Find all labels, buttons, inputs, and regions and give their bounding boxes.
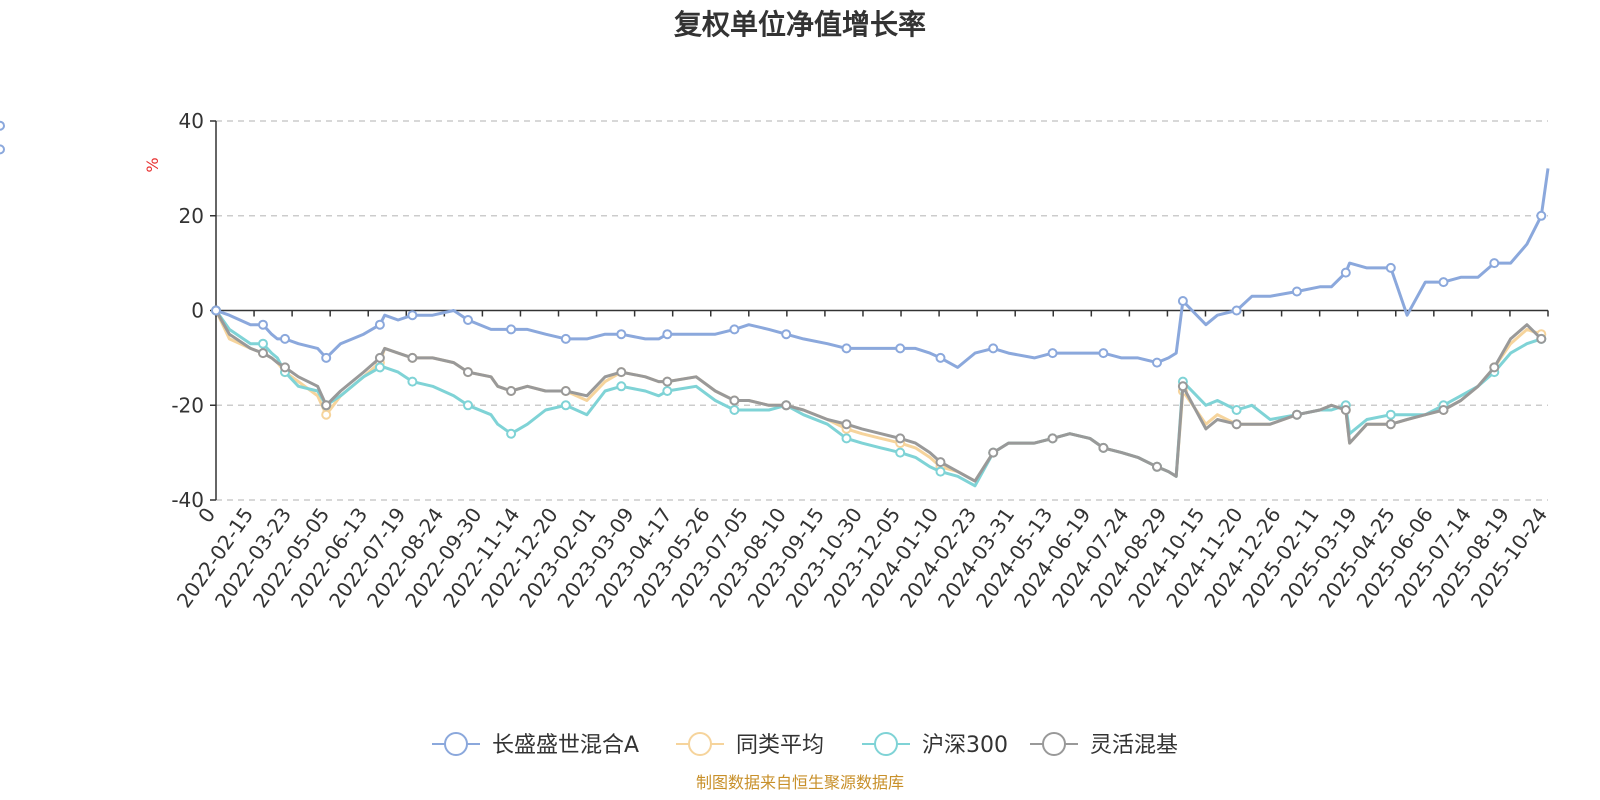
chart-title: 复权单位净值增长率 [674, 8, 926, 41]
legend-label: 同类平均 [736, 733, 824, 758]
y-tick-label: 40 [179, 109, 204, 133]
data-point [374, 352, 385, 363]
data-point [463, 400, 473, 411]
legend-marker [688, 732, 712, 756]
data-point [1098, 348, 1109, 359]
data-point [1098, 442, 1109, 453]
data-point [616, 329, 627, 340]
data-point [1231, 405, 1242, 415]
y-axis: 40 20 0 -20 -40 [171, 109, 217, 512]
source-note: 制图数据来自恒生聚源数据库 [696, 773, 904, 792]
data-point [280, 333, 290, 344]
data-point [1231, 419, 1242, 430]
data-point [935, 457, 946, 468]
data-point [506, 428, 517, 439]
data-point [374, 319, 385, 330]
data-point [321, 400, 332, 411]
data-point [662, 376, 673, 387]
data-point [616, 381, 627, 392]
data-point [1536, 210, 1547, 221]
data-point [1340, 267, 1351, 278]
legend: 长盛盛世混合A 同类平均 沪深300 灵活混基 [432, 732, 1178, 758]
data-point [463, 367, 473, 378]
data-point [560, 400, 571, 411]
series-line-3 [214, 309, 1543, 483]
data-point [935, 352, 946, 363]
legend-marker [1042, 732, 1066, 756]
data-point [258, 338, 268, 349]
series-lines [0, 120, 1550, 488]
data-point [560, 386, 571, 396]
legend-marker [444, 732, 468, 756]
data-point [935, 466, 946, 477]
data-point [1291, 409, 1302, 420]
data-point [1177, 381, 1188, 392]
series-line-0 [215, 168, 1550, 369]
data-point [729, 324, 740, 335]
y-tick-label: -40 [171, 488, 204, 512]
data-point [895, 433, 906, 444]
data-point [463, 315, 473, 325]
data-point [841, 343, 852, 354]
data-point [1340, 405, 1351, 415]
data-point [895, 447, 906, 458]
data-point [0, 144, 5, 155]
data-point [1489, 362, 1500, 373]
data-point [1231, 305, 1242, 316]
data-point [211, 305, 221, 316]
data-point [1047, 348, 1058, 359]
data-point [280, 362, 290, 373]
data-point [988, 447, 999, 458]
data-point [374, 362, 385, 373]
data-point [1438, 277, 1449, 288]
data-point [1047, 433, 1058, 444]
y-unit-label: % [143, 157, 162, 172]
data-point [781, 329, 792, 340]
data-point [1177, 296, 1188, 306]
data-point [781, 400, 792, 411]
data-point [407, 310, 418, 321]
y-tick-label: 20 [179, 204, 204, 228]
data-point [1152, 461, 1162, 472]
data-point [1536, 333, 1547, 344]
data-point [895, 343, 906, 354]
legend-label: 沪深300 [922, 733, 1008, 758]
data-point [1438, 405, 1449, 415]
data-point [988, 343, 999, 354]
data-point [662, 329, 673, 340]
legend-label: 长盛盛世混合A [492, 733, 639, 758]
data-point [1385, 419, 1396, 430]
x-tick-label: 0 [193, 503, 220, 527]
data-point [841, 433, 852, 444]
data-point [321, 409, 332, 420]
data-point [729, 395, 740, 406]
data-point [1291, 286, 1302, 297]
legend-label: 灵活混基 [1090, 733, 1178, 758]
data-point [258, 348, 268, 359]
data-point [841, 419, 852, 430]
data-point [0, 120, 5, 131]
data-point [662, 386, 673, 396]
series-line-2 [214, 309, 1542, 488]
data-point [1152, 357, 1162, 368]
data-point [258, 319, 268, 330]
data-point [506, 324, 517, 335]
data-point [560, 333, 571, 344]
data-point [407, 376, 418, 387]
data-point [407, 352, 418, 363]
data-point [1489, 258, 1500, 269]
legend-marker [874, 732, 898, 756]
data-point [1385, 409, 1396, 420]
y-tick-label: -20 [171, 393, 204, 417]
grid-lines [216, 120, 1548, 501]
series-line-1 [214, 309, 1542, 483]
y-tick-label: 0 [191, 299, 204, 323]
data-point [321, 352, 332, 363]
data-point [616, 367, 627, 378]
data-point [729, 405, 740, 415]
data-point [506, 386, 517, 396]
data-point [1385, 262, 1396, 273]
